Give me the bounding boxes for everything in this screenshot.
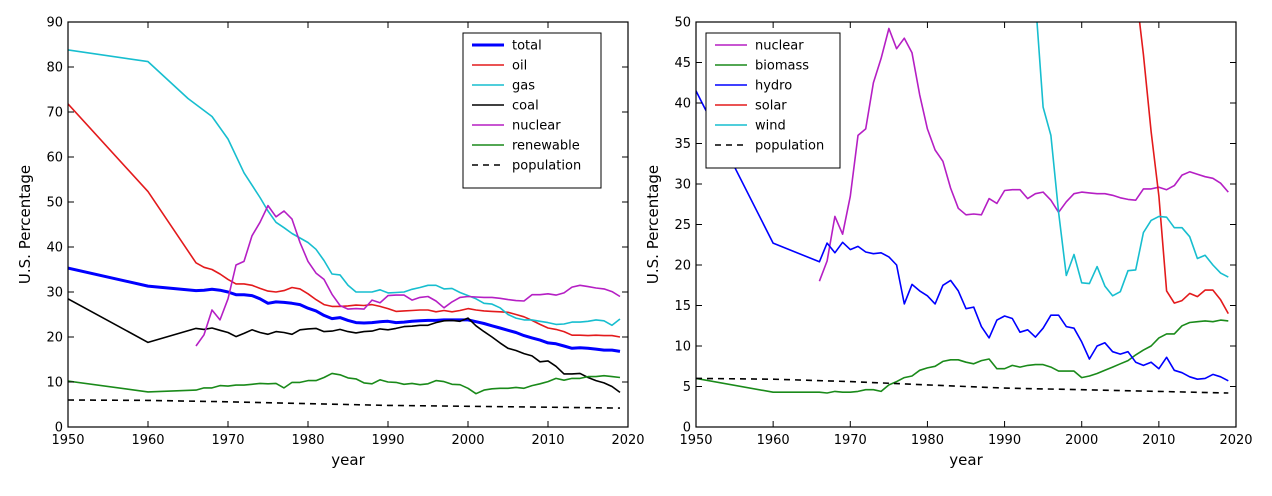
chart-panel-1: 1950 1960 1970 1980 1990 2000 2010 2020 0 10 20 30 4… xyxy=(16,16,645,470)
x-tick-label: 1980 xyxy=(291,433,324,448)
x-tick-label: 2000 xyxy=(451,433,484,448)
legend-label-coal: coal xyxy=(512,99,539,114)
legend-label-biomass: biomass xyxy=(755,59,809,74)
legend-label-nuclear: nuclear xyxy=(755,39,804,54)
plot-frame xyxy=(67,21,629,428)
x-tick-label: 1950 xyxy=(51,433,84,448)
x-tick-label: 1980 xyxy=(911,433,944,448)
legend-label-oil: oil xyxy=(512,59,527,74)
y-tick-label: 50 xyxy=(674,16,691,31)
series-line-biomass xyxy=(696,319,1229,394)
legend-label-solar: solar xyxy=(755,99,787,114)
x-tick-label: 1970 xyxy=(834,433,867,448)
y-tick-label: 30 xyxy=(674,178,691,193)
y-tick-label: 25 xyxy=(674,218,691,233)
series-line-solar xyxy=(1138,22,1229,314)
legend-label-nuclear: nuclear xyxy=(512,119,561,134)
series-line-coal xyxy=(68,298,621,394)
x-tick-label: 1970 xyxy=(211,433,244,448)
y-tick-label: 40 xyxy=(46,241,63,256)
legend-label-renewable: renewable xyxy=(512,139,580,154)
series-line-gas xyxy=(68,49,621,327)
series-line-nuclear xyxy=(195,204,621,347)
y-axis-title: U.S. Percentage xyxy=(644,165,662,284)
series-line-renewable xyxy=(68,372,621,395)
legend-label-gas: gas xyxy=(512,79,535,94)
series-line-hydro xyxy=(696,90,1229,382)
x-tick-label: 2020 xyxy=(611,433,644,448)
legend-label-wind: wind xyxy=(755,119,786,134)
x-tick-label: 2010 xyxy=(1142,433,1175,448)
series-line-wind xyxy=(1036,22,1229,297)
legend: total oil gas coal nuclear renewable populatio… xyxy=(462,32,602,189)
series-line-population xyxy=(68,399,621,409)
y-tick-label: 20 xyxy=(46,331,63,346)
legend-label-total: total xyxy=(512,39,542,54)
x-tick-label: 2010 xyxy=(531,433,564,448)
x-tick-label: 1990 xyxy=(371,433,404,448)
series-line-nuclear xyxy=(818,27,1229,282)
x-axis-title: year xyxy=(949,451,983,469)
y-tick-label: 0 xyxy=(683,421,691,436)
y-tick-label: 80 xyxy=(46,61,63,76)
y-tick-label: 50 xyxy=(46,196,63,211)
y-tick-label: 45 xyxy=(674,56,691,71)
y-tick-label: 30 xyxy=(46,286,63,301)
legend: nuclear biomass hydro solar wind population xyxy=(705,32,841,169)
x-tick-label: 1990 xyxy=(988,433,1021,448)
x-axis-title: year xyxy=(331,451,365,469)
y-tick-label: 60 xyxy=(46,151,63,166)
y-axis-title: U.S. Percentage xyxy=(16,165,34,284)
series-group xyxy=(696,22,1229,394)
series-line-oil xyxy=(68,103,621,338)
series-group xyxy=(68,49,621,409)
y-tick-label: 0 xyxy=(55,421,63,436)
x-tick-label: 2000 xyxy=(1065,433,1098,448)
x-tick-label: 2020 xyxy=(1219,433,1252,448)
legend-box xyxy=(462,32,602,189)
y-tick-label: 10 xyxy=(674,340,691,355)
x-tick-label: 1950 xyxy=(679,433,712,448)
y-tick-label: 10 xyxy=(46,376,63,391)
legend-label-population: population xyxy=(755,139,824,154)
y-tick-label: 90 xyxy=(46,16,63,31)
x-tick-label: 1960 xyxy=(757,433,790,448)
legend-label-hydro: hydro xyxy=(755,79,792,94)
y-tick-label: 70 xyxy=(46,106,63,121)
series-line-population xyxy=(696,377,1229,394)
y-tick-label: 15 xyxy=(674,299,691,314)
y-tick-label: 5 xyxy=(683,380,691,395)
x-tick-label: 1960 xyxy=(131,433,164,448)
legend-label-population: population xyxy=(512,159,581,174)
y-tick-label: 40 xyxy=(674,97,691,112)
series-line-total xyxy=(68,266,621,353)
y-tick-label: 35 xyxy=(674,137,691,152)
chart-panel-2: 1950 1960 1970 1980 1990 2000 2010 2020 0 5 10 15 20… xyxy=(644,16,1253,470)
y-tick-label: 20 xyxy=(674,259,691,274)
